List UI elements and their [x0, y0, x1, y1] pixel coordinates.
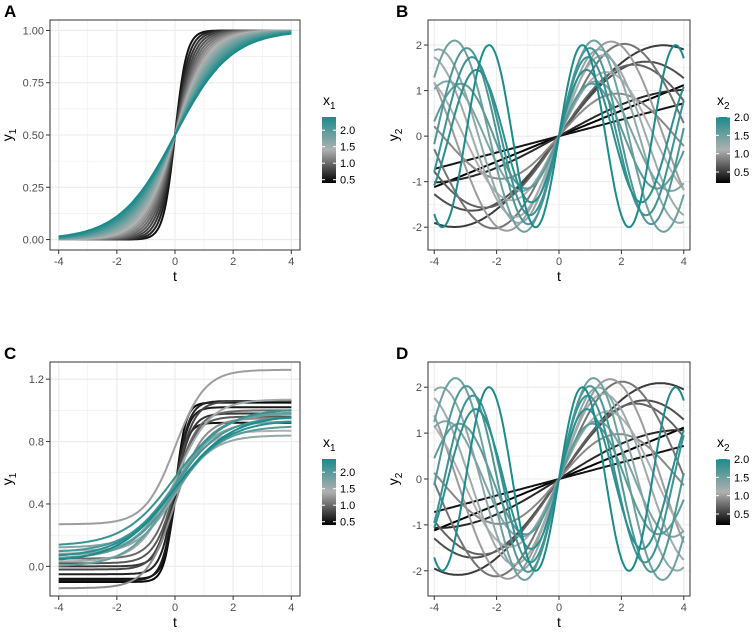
panel-label: D: [396, 344, 408, 363]
y-tick-label: 0.50: [23, 130, 44, 142]
x-axis-label: t: [557, 268, 561, 284]
legend-tick-label: 1.5: [340, 142, 355, 154]
x-tick-label: 0: [556, 256, 562, 268]
legend-tick-label: 1.0: [734, 491, 749, 503]
legend-tick-label: 1.5: [340, 484, 355, 496]
x-tick-label: 0: [172, 256, 178, 268]
legend-tick-label: 0.5: [340, 175, 355, 187]
y-tick-label: 0.8: [29, 437, 44, 449]
y-tick-label: -2: [412, 566, 422, 578]
x-tick-label: 2: [230, 602, 236, 614]
series-line: [433, 44, 685, 229]
legend-tick-label: 1.5: [734, 472, 749, 484]
x-tick-label: -4: [54, 602, 64, 614]
x-tick-label: -2: [112, 256, 122, 268]
x-tick-label: -4: [54, 256, 64, 268]
x-tick-label: 4: [288, 602, 294, 614]
y-tick-label: 0: [416, 131, 422, 143]
y-tick-label: 1.2: [29, 374, 44, 386]
y-tick-label: 1.00: [23, 25, 44, 37]
x-tick-label: 4: [681, 256, 687, 268]
x-tick-label: 2: [618, 602, 624, 614]
x-tick-label: -2: [492, 602, 502, 614]
y-axis-label: y1: [0, 472, 19, 485]
legend-colorbar: [716, 459, 730, 525]
series-line: [58, 416, 292, 553]
y-tick-label: 0.4: [29, 499, 44, 511]
panel-D: -4 -2 0 2 4 -2 -1 0 1 2 t y2 Dx2 0.5 1.0 1.5 2.0: [385, 344, 749, 630]
x-axis-label: t: [557, 614, 561, 630]
x-tick-label: -2: [492, 256, 502, 268]
series-line: [433, 386, 685, 572]
legend-tick-label: 1.5: [734, 130, 749, 142]
legend-tick-label: 2.0: [734, 112, 749, 124]
legend-colorbar: [322, 117, 336, 183]
x-tick-label: 2: [230, 256, 236, 268]
y-tick-label: 0.0: [29, 561, 44, 573]
x-tick-label: -4: [429, 602, 439, 614]
series-line: [58, 398, 292, 563]
legend-tick-label: 1.0: [734, 149, 749, 161]
series-group: [58, 368, 292, 590]
series-line: [58, 32, 292, 238]
panel-label: A: [4, 2, 16, 21]
y-tick-label: 1: [416, 428, 422, 440]
y-tick-label: 1: [416, 86, 422, 98]
legend-tick-label: 1.0: [340, 158, 355, 170]
x-tick-label: -4: [429, 256, 439, 268]
x-tick-label: -2: [112, 602, 122, 614]
panel-C: -4 -2 0 2 4 0.0 0.4 0.8 1.2 t y1 Cx1 0.5 1.0 1.5 2.0: [0, 344, 355, 630]
y-tick-label: 0.00: [23, 235, 44, 247]
legend-colorbar: [322, 459, 336, 525]
legend-title: x2: [717, 92, 730, 112]
legend-tick-label: 0.5: [340, 517, 355, 529]
panel-label: B: [396, 2, 408, 21]
y-tick-label: 2: [416, 40, 422, 52]
y-axis-label: y2: [385, 472, 405, 485]
y-tick-label: 2: [416, 382, 422, 394]
series-line: [58, 409, 292, 546]
series-line: [58, 417, 292, 590]
series-line: [58, 368, 292, 526]
y-axis-label: y1: [0, 128, 19, 141]
legend-tick-label: 2.0: [734, 454, 749, 466]
series-group: [58, 29, 292, 241]
legend-title: x2: [717, 434, 730, 454]
y-tick-label: -2: [412, 222, 422, 234]
legend-title: x1: [323, 434, 336, 454]
x-axis-label: t: [173, 614, 177, 630]
legend-tick-label: 1.0: [340, 500, 355, 512]
x-tick-label: 0: [556, 602, 562, 614]
y-tick-label: 0.25: [23, 182, 44, 194]
y-axis-label: y2: [385, 128, 405, 141]
panel-B: -4 -2 0 2 4 -2 -1 0 1 2 t y2 Bx2 0.5 1.0 1.5 2.0: [385, 2, 749, 284]
y-tick-label: -1: [412, 520, 422, 532]
x-tick-label: 4: [681, 602, 687, 614]
y-tick-label: -1: [412, 177, 422, 189]
x-tick-label: 4: [288, 256, 294, 268]
series-group: [433, 377, 685, 581]
series-line: [58, 416, 292, 561]
x-tick-label: 2: [618, 256, 624, 268]
x-axis-label: t: [173, 268, 177, 284]
legend-tick-label: 2.0: [340, 467, 355, 479]
x-tick-label: 0: [172, 602, 178, 614]
legend-tick-label: 2.0: [340, 125, 355, 137]
legend-title: x1: [323, 92, 336, 112]
legend-tick-label: 0.5: [734, 509, 749, 521]
y-tick-label: 0.75: [23, 78, 44, 90]
panel-A: -4 -2 0 2 4 0.00 0.25 0.50 0.75 1.00 t y1 Ax1 0.5 1.0 1…: [0, 2, 355, 284]
legend-colorbar: [716, 117, 730, 183]
y-tick-label: 0: [416, 474, 422, 486]
legend-tick-label: 0.5: [734, 167, 749, 179]
series-group: [433, 39, 685, 233]
panel-label: C: [4, 344, 16, 363]
